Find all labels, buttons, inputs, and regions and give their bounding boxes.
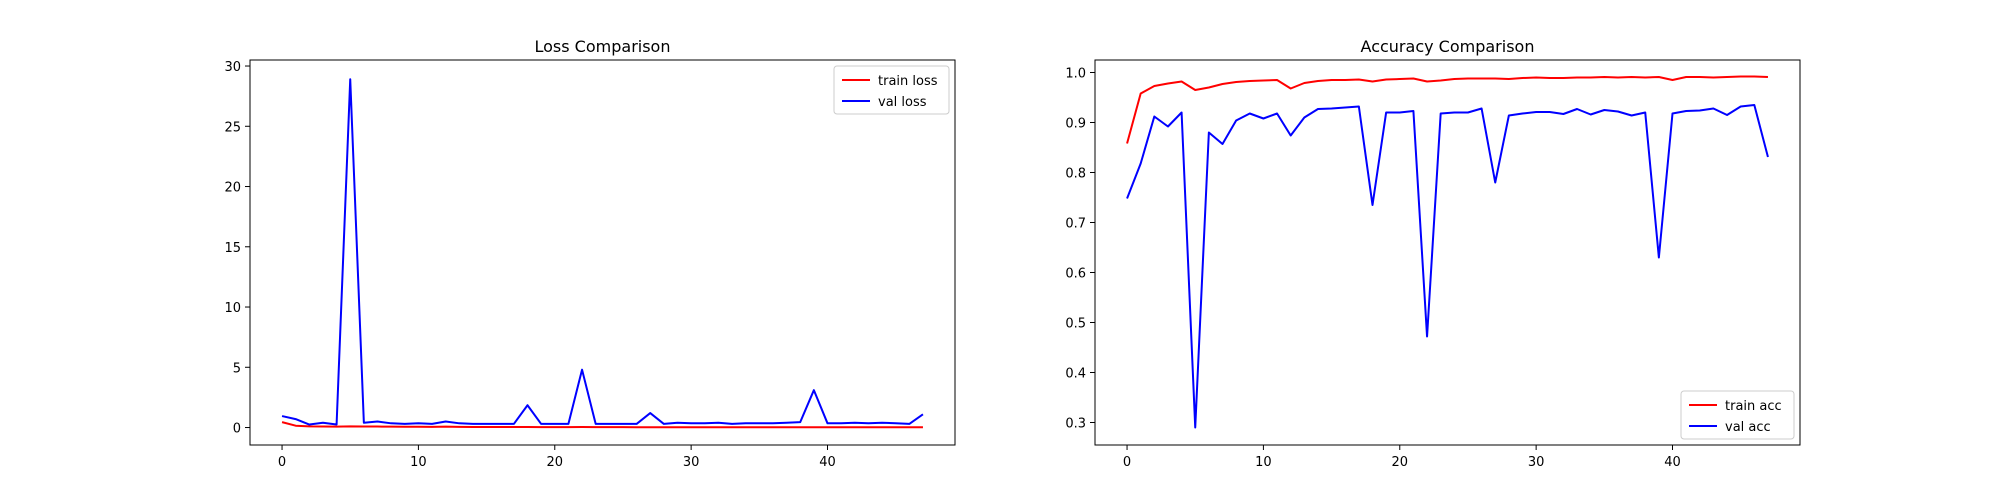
loss-series-train-loss	[281, 421, 923, 429]
accuracy-x-tick-label: 20	[1391, 455, 1408, 470]
accuracy-y-tick-label: 0.4	[1065, 367, 1086, 382]
accuracy-x-tick-label: 40	[1664, 455, 1681, 470]
loss-y-tick-label: 10	[224, 301, 241, 316]
loss-x-tick-label: 10	[410, 455, 427, 470]
loss-legend-label: train loss	[878, 74, 938, 89]
accuracy-legend: train acc val acc	[1680, 390, 1795, 440]
accuracy-y-tick-label: 1.0	[1065, 67, 1086, 82]
accuracy-y-tick-label: 0.7	[1065, 217, 1086, 232]
accuracy-series-val-acc	[1126, 104, 1769, 429]
accuracy-y-tick-label: 0.9	[1065, 117, 1086, 132]
loss-chart: Loss Comparison 0 10 20 30 40 0 5 10 15 20 25 30 trai…	[224, 37, 956, 470]
accuracy-x-tick-label: 30	[1528, 455, 1545, 470]
loss-y-tick-label: 20	[224, 181, 241, 196]
loss-series-val-loss	[281, 78, 924, 426]
loss-y-tick-label: 15	[224, 241, 241, 256]
accuracy-axes-frame	[1094, 59, 1801, 446]
accuracy-y-tick-label: 0.3	[1065, 417, 1086, 432]
accuracy-legend-label: train acc	[1725, 399, 1782, 414]
loss-legend-label: val loss	[878, 95, 927, 110]
loss-y-tick-label: 5	[233, 361, 241, 376]
accuracy-legend-label: val acc	[1725, 420, 1771, 435]
accuracy-series-train-acc	[1126, 75, 1768, 144]
loss-x-tick-label: 40	[819, 455, 836, 470]
loss-y-tick-label: 30	[224, 60, 241, 75]
accuracy-y-tick-label: 0.8	[1065, 167, 1086, 182]
loss-x-tick-label: 20	[546, 455, 563, 470]
accuracy-chart-title: Accuracy Comparison	[1361, 37, 1535, 56]
loss-axes-frame	[249, 59, 956, 446]
accuracy-chart: Accuracy Comparison 0 10 20 30 40 0.3 0.4 0.5 0.6…	[1065, 37, 1801, 470]
accuracy-y-tick-label: 0.5	[1065, 317, 1086, 332]
accuracy-y-tick-label: 0.6	[1065, 267, 1086, 282]
loss-chart-title: Loss Comparison	[535, 37, 671, 56]
accuracy-x-tick-label: 0	[1123, 455, 1131, 470]
loss-y-tick-label: 25	[224, 120, 241, 135]
accuracy-x-tick-label: 10	[1255, 455, 1272, 470]
loss-y-tick-label: 0	[233, 422, 241, 437]
loss-x-tick-label: 30	[683, 455, 700, 470]
loss-legend: train loss val loss	[833, 65, 950, 115]
loss-x-tick-label: 0	[278, 455, 286, 470]
